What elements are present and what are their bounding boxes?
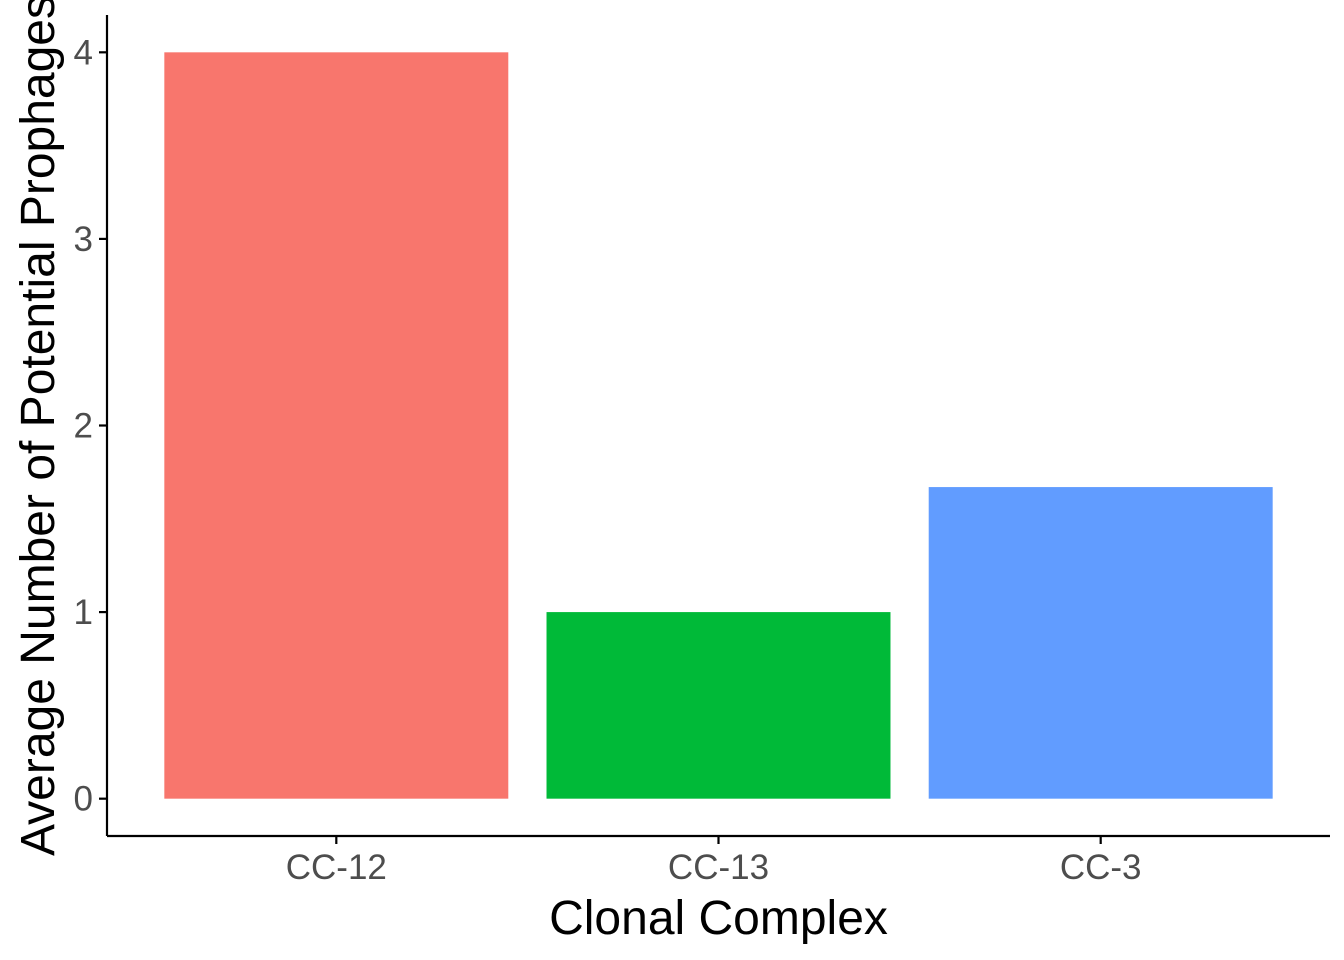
x-tick-label: CC-13 [668, 848, 769, 887]
y-tick-label: 4 [74, 33, 93, 72]
bar-cc-13 [546, 612, 891, 799]
bars-group [164, 52, 1273, 799]
bar-cc-12 [164, 52, 509, 799]
y-tick-label: 1 [74, 593, 93, 632]
bar-cc-3 [928, 487, 1273, 799]
x-tick-label: CC-12 [286, 848, 387, 887]
x-axis-ticks: CC-12 CC-13 CC-3 [286, 836, 1142, 887]
y-tick-label: 3 [74, 220, 93, 259]
y-axis-title: Average Number of Potential Prophages [12, 0, 65, 856]
y-tick-label: 0 [74, 780, 93, 819]
x-axis-title: Clonal Complex [549, 892, 888, 945]
x-tick-label: CC-3 [1060, 848, 1142, 887]
y-axis-ticks: 0 1 2 3 4 [74, 33, 107, 819]
y-tick-label: 2 [74, 407, 93, 446]
